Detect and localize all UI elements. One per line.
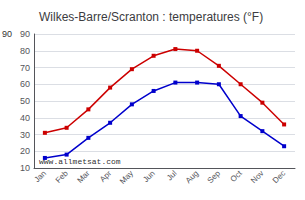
svg-text:Aug: Aug bbox=[184, 169, 200, 185]
svg-text:Nov: Nov bbox=[249, 169, 265, 185]
svg-text:Wilkes-Barre/Scranton : temper: Wilkes-Barre/Scranton : temperatures (°F… bbox=[39, 10, 263, 24]
svg-text:20: 20 bbox=[20, 146, 30, 156]
svg-text:www.allmetsat.com: www.allmetsat.com bbox=[39, 157, 121, 166]
svg-text:Sep: Sep bbox=[206, 168, 223, 185]
svg-text:80: 80 bbox=[20, 46, 30, 56]
svg-text:Jul: Jul bbox=[165, 169, 179, 183]
svg-text:40: 40 bbox=[20, 113, 30, 123]
svg-text:90: 90 bbox=[20, 29, 30, 39]
svg-text:May: May bbox=[118, 169, 135, 186]
svg-text:10: 10 bbox=[20, 163, 30, 173]
svg-text:70: 70 bbox=[20, 63, 30, 73]
svg-text:Apr: Apr bbox=[98, 169, 113, 184]
svg-text:30: 30 bbox=[20, 130, 30, 140]
svg-text:Oct: Oct bbox=[229, 168, 245, 184]
svg-text:Jun: Jun bbox=[141, 169, 156, 184]
svg-text:90: 90 bbox=[2, 29, 12, 39]
svg-text:50: 50 bbox=[20, 96, 30, 106]
svg-text:Dec: Dec bbox=[271, 169, 287, 185]
svg-text:Feb: Feb bbox=[54, 168, 70, 184]
svg-text:Mar: Mar bbox=[75, 169, 91, 185]
svg-text:60: 60 bbox=[20, 79, 30, 89]
svg-text:Jan: Jan bbox=[33, 169, 48, 184]
